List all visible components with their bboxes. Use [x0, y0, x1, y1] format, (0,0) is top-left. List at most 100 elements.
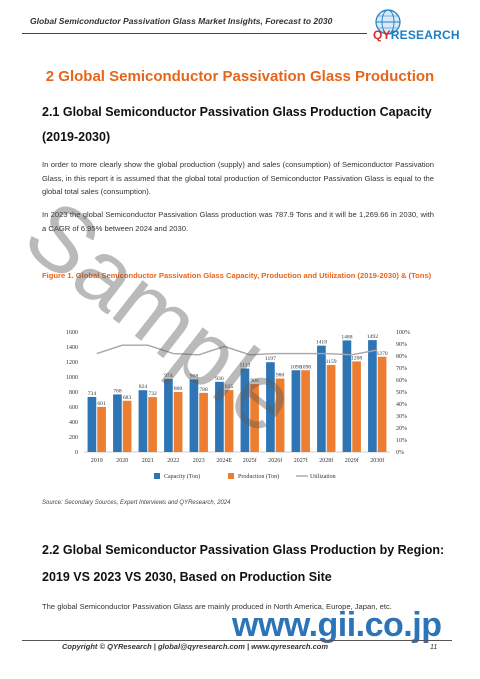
production-data-label: 906: [250, 378, 259, 384]
production-data-label: 601: [97, 401, 106, 407]
production-bar: [199, 392, 208, 452]
x-tick-label: 2025f: [243, 457, 257, 464]
capacity-bar: [164, 378, 173, 452]
capacity-data-label: 768: [113, 388, 122, 394]
utilization-line: [96, 344, 378, 356]
x-tick-label: 2020: [116, 458, 128, 464]
y2-tick-label: 80%: [396, 354, 407, 360]
production-data-label: 1090: [300, 364, 311, 370]
y2-tick-label: 60%: [396, 378, 407, 384]
production-data-label: 732: [148, 391, 157, 397]
capacity-data-label: 1090: [290, 364, 301, 370]
production-data-label: 980: [276, 373, 285, 379]
footer-divider: [22, 640, 452, 641]
page-number: 11: [430, 644, 438, 651]
production-bar: [173, 392, 183, 452]
capacity-data-label: 734: [88, 391, 97, 397]
x-tick-label: 2024E: [216, 458, 232, 464]
y2-tick-label: 10%: [396, 438, 407, 444]
capacity-bar: [317, 345, 326, 452]
page-header: Global Semiconductor Passivation Glass M…: [0, 0, 480, 52]
y-tick-label: 800: [69, 390, 78, 396]
y-tick-label: 400: [69, 420, 78, 426]
production-bar: [224, 390, 234, 452]
section-heading: 2 Global Semiconductor Passivation Glass…: [45, 68, 435, 85]
capacity-bar: [189, 379, 199, 452]
paragraph-production: In 2023 the global Semiconductor Passiva…: [42, 210, 434, 233]
capacity-data-label: 1197: [265, 356, 276, 362]
production-data-label: 1159: [326, 359, 337, 365]
y2-tick-label: 40%: [396, 402, 407, 408]
capacity-data-label: 1492: [367, 334, 378, 340]
y-tick-label: 1400: [66, 345, 78, 351]
y-tick-label: 1600: [66, 330, 78, 336]
x-tick-label: 2022: [167, 458, 179, 464]
logo-wordmark: QYRESEARCH: [373, 28, 460, 42]
legend-swatch: [154, 473, 160, 479]
capacity-data-label: 936: [215, 376, 224, 382]
production-bar: [97, 406, 106, 452]
gii-watermark: www.gii.co.jp: [232, 606, 442, 644]
legend-label: Utilization: [310, 474, 336, 480]
capacity-bar: [113, 394, 122, 452]
figure-source: Source: Secondary Sources, Expert Interv…: [42, 500, 231, 506]
y-tick-label: 600: [69, 405, 78, 411]
x-tick-label: 2028f: [319, 457, 333, 464]
y2-tick-label: 90%: [396, 342, 407, 348]
capacity-data-label: 1418: [316, 340, 327, 346]
legend-swatch: [228, 473, 234, 479]
y-tick-label: 1000: [66, 375, 78, 381]
capacity-bar: [87, 396, 97, 452]
y-tick-label: 1200: [66, 360, 78, 366]
capacity-bar: [266, 362, 275, 452]
qyresearch-logo: [375, 9, 401, 35]
capacity-production-chart: 0 200 400 600 800 1000 1200 1400 1600 0% 10% 20% 30%…: [66, 330, 410, 480]
legend-label: Production (Ton): [238, 473, 279, 480]
y2-tick-label: 70%: [396, 366, 407, 372]
y2-tick-label: 30%: [396, 414, 407, 420]
x-tick-label: 2021: [142, 458, 154, 464]
y2-tick-label: 100%: [396, 330, 410, 336]
footer-copyright: Copyright © QYResearch | global@qyresear…: [62, 642, 329, 651]
production-bar: [326, 365, 336, 452]
capacity-data-label: 968: [190, 373, 199, 379]
capacity-bar: [215, 381, 224, 452]
figure-caption: Figure 1. Global Semiconductor Passivati…: [42, 271, 432, 280]
production-data-label: 1208: [351, 355, 362, 361]
x-tick-label: 2029f: [345, 457, 359, 464]
paragraph-intro: In order to more clearly show the global…: [42, 160, 434, 196]
production-bar: [122, 400, 132, 452]
production-data-label: 683: [123, 395, 132, 401]
capacity-bar: [138, 390, 148, 452]
production-bar: [148, 397, 157, 452]
subsection2-heading-line2: 2019 VS 2023 VS 2030, Based on Productio…: [42, 570, 332, 584]
subsection-heading-line1: 2.1 Global Semiconductor Passivation Gla…: [42, 105, 432, 119]
capacity-data-label: 1113: [240, 363, 251, 369]
y2-tick-label: 20%: [396, 426, 407, 432]
x-tick-label: 2023: [193, 458, 205, 464]
x-tick-label: 2030f: [370, 457, 384, 464]
x-tick-label: 2027f: [294, 457, 308, 464]
production-bar: [301, 370, 310, 452]
x-tick-label: 2019: [91, 458, 103, 464]
y2-tick-label: 0%: [396, 450, 404, 456]
capacity-data-label: 1488: [341, 334, 352, 340]
production-bar: [275, 378, 285, 452]
capacity-bar: [368, 340, 377, 452]
report-title: Global Semiconductor Passivation Glass M…: [30, 16, 333, 26]
production-bar: [377, 356, 387, 452]
capacity-data-label: 974: [164, 373, 173, 379]
capacity-bar: [291, 370, 301, 452]
legend-label: Capacity (Ton): [164, 473, 200, 480]
x-tick-label: 2026f: [268, 457, 282, 464]
capacity-data-label: 824: [139, 384, 148, 390]
y-tick-label: 0: [75, 450, 78, 456]
y-tick-label: 200: [69, 435, 78, 441]
subsection-heading-line2: (2019-2030): [42, 130, 111, 144]
paragraph-regions: The global Semiconductor Passivation Gla…: [42, 602, 392, 611]
subsection2-heading-line1: 2.2 Global Semiconductor Passivation Gla…: [42, 543, 445, 557]
production-data-label: 1270: [376, 351, 387, 357]
production-bar: [352, 361, 361, 452]
production-data-label: 825: [225, 384, 234, 390]
header-divider: [22, 33, 367, 34]
